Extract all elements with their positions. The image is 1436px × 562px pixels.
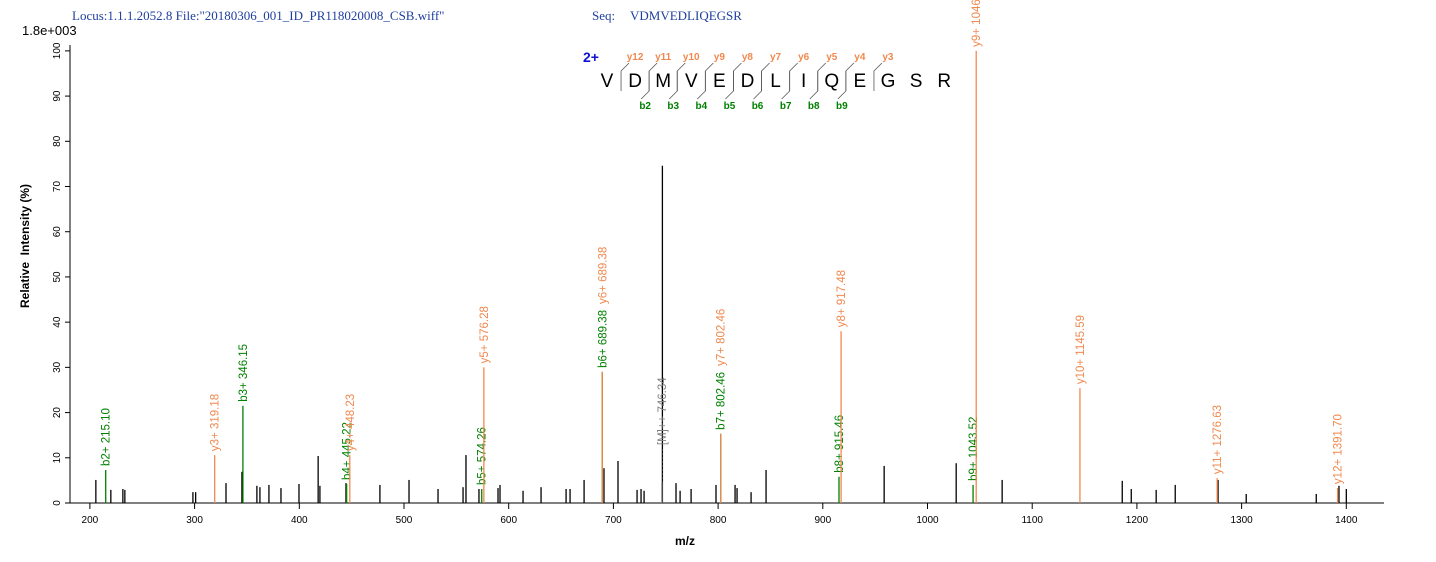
residue: V <box>601 71 614 92</box>
b-ion: b5 <box>724 101 736 112</box>
sequence: VDMVEDLIQEGSR <box>630 8 742 23</box>
residue: R <box>937 71 951 92</box>
y-ion: y3 <box>882 52 894 63</box>
b-ion: b4 <box>696 101 708 112</box>
x-tick-label: 600 <box>500 515 517 526</box>
y-ion-bracket <box>761 62 770 91</box>
y-ion: y6 <box>798 52 810 63</box>
peak-label: y4+ 448.23 <box>345 394 357 451</box>
peak-label: y10+ 1145.59 <box>1075 315 1087 384</box>
x-tick-label: 1400 <box>1335 515 1358 526</box>
peak-label: y12+ 1391.70 <box>1333 414 1345 484</box>
peak-label: b6+ 689.38 <box>597 310 609 368</box>
y-tick-label: 100 <box>52 42 63 59</box>
y-tick-label: 40 <box>52 316 63 328</box>
charge: 2+ <box>583 49 599 65</box>
residue: E <box>713 71 726 92</box>
x-tick-label: 400 <box>291 515 308 526</box>
scale: 1.8e+003 <box>22 23 77 38</box>
b-ion: b3 <box>667 101 679 112</box>
b-ion-bracket <box>697 71 706 100</box>
x-tick-label: 1100 <box>1021 515 1043 526</box>
y-ion-bracket <box>620 62 630 91</box>
y-tick-label: 80 <box>52 135 63 147</box>
x-tick-label: 800 <box>710 515 727 526</box>
y-tick-label: 50 <box>52 271 63 283</box>
x-tick-label: 1200 <box>1126 515 1149 526</box>
residue: Q <box>824 71 839 92</box>
b-ion-bracket <box>837 71 847 100</box>
residue: S <box>910 71 923 92</box>
x-tick-label: 300 <box>186 515 203 526</box>
y-tick-label: 0 <box>52 500 63 506</box>
x-tick-label: 1300 <box>1230 515 1253 526</box>
y-tick-label: 70 <box>52 181 63 193</box>
residue: I <box>801 71 806 92</box>
residue: D <box>741 71 755 92</box>
peak-label: b2+ 215.10 <box>101 408 113 466</box>
locus: Locus:1.1.1.2052.8 File:"20180306_001_ID… <box>72 8 444 23</box>
y-axis-title: Relative Intensity (%) <box>18 184 32 308</box>
y-ion-bracket <box>873 62 883 91</box>
x-tick-label: 1000 <box>916 515 939 526</box>
b-ion: b2 <box>639 101 651 112</box>
y-ion: y4 <box>854 52 866 63</box>
peak-label: y7+ 802.46 <box>716 309 728 366</box>
peak-label: y3+ 319.18 <box>210 394 222 451</box>
peak-label: y6+ 689.38 <box>597 247 609 304</box>
y-ion: y9 <box>714 52 726 63</box>
x-axis-title: m/z <box>675 534 695 548</box>
x-tick-label: 500 <box>396 515 413 526</box>
b-ion-bracket <box>725 71 734 100</box>
peak-label: y11+ 1276.63 <box>1212 405 1224 474</box>
peak-label: b7+ 802.46 <box>716 372 728 430</box>
y-tick-label: 10 <box>52 452 63 464</box>
y-ion: y12 <box>627 52 644 63</box>
peak-label: [M]++ 746.34 <box>657 377 669 445</box>
residue: M <box>655 71 671 92</box>
peak-label: b4+ 445.22 <box>342 422 354 480</box>
residue: L <box>770 71 781 92</box>
b-ion: b8 <box>808 101 820 112</box>
x-tick-label: 900 <box>814 515 831 526</box>
peak-label: b9+ 1043.52 <box>968 417 980 481</box>
residue: E <box>854 71 867 92</box>
b-ion-bracket <box>809 71 819 100</box>
b-ion-bracket <box>781 71 791 100</box>
b-ion-bracket <box>640 71 650 100</box>
y-tick-label: 90 <box>52 90 63 102</box>
peak-label: y8+ 917.48 <box>836 270 848 327</box>
b-ion-bracket <box>668 71 678 100</box>
residue: D <box>628 71 642 92</box>
y-ion: y8 <box>742 52 754 63</box>
y-ion-bracket <box>789 62 798 91</box>
b-ion-bracket <box>753 71 762 100</box>
x-tick-label: 700 <box>605 515 622 526</box>
b-ion: b9 <box>836 101 848 112</box>
y-ion: y7 <box>770 52 782 63</box>
residue: G <box>881 71 896 92</box>
residue: V <box>685 71 698 92</box>
b-ion: b7 <box>780 101 792 112</box>
y-tick-label: 20 <box>52 407 63 419</box>
y-ion: y11 <box>655 52 672 63</box>
y-ion: y10 <box>683 52 700 63</box>
y-tick-label: 30 <box>52 361 63 373</box>
peak-label: b3+ 346.15 <box>238 344 250 402</box>
seq-label: Seq: <box>592 8 615 23</box>
peak-label: y9+ 1046.52 <box>971 0 983 47</box>
y-tick-label: 60 <box>52 226 63 238</box>
x-tick-label: 200 <box>82 515 99 526</box>
y-ion: y5 <box>826 52 838 63</box>
peak-label: b8+ 915.46 <box>834 415 846 473</box>
peak-label: b5+ 574.26 <box>477 427 489 485</box>
peak-label: y5+ 576.28 <box>479 306 491 363</box>
b-ion: b6 <box>752 101 764 112</box>
